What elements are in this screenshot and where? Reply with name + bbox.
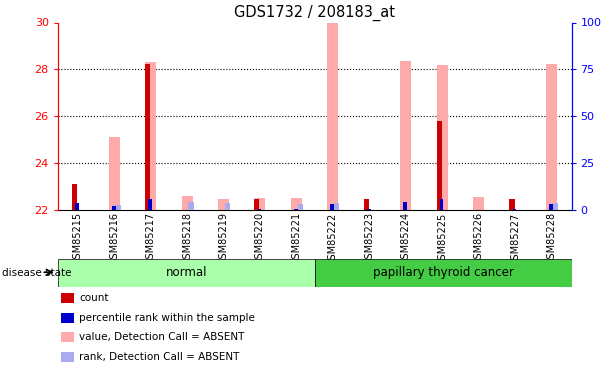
Bar [254, 200, 260, 210]
Bar [403, 202, 407, 210]
Bar [291, 198, 302, 210]
Bar [510, 200, 514, 210]
Bar [182, 196, 193, 210]
Bar [400, 61, 411, 210]
Bar [255, 198, 266, 210]
Bar [367, 209, 370, 210]
Bar [294, 209, 298, 210]
Bar [334, 203, 339, 210]
Text: GSM85224: GSM85224 [401, 212, 411, 266]
Bar [188, 202, 194, 210]
Bar [546, 63, 557, 210]
Bar [437, 121, 441, 210]
Bar [75, 203, 79, 210]
Bar [258, 209, 261, 210]
Bar [553, 203, 558, 210]
Bar [437, 64, 447, 210]
Bar [327, 22, 338, 210]
Text: GSM85227: GSM85227 [510, 212, 520, 266]
Title: GDS1732 / 208183_at: GDS1732 / 208183_at [234, 5, 395, 21]
Text: GSM85228: GSM85228 [547, 212, 556, 266]
Bar [148, 200, 152, 210]
Text: GSM85225: GSM85225 [437, 212, 447, 266]
Bar [364, 200, 369, 210]
Bar [315, 259, 572, 287]
Bar [440, 200, 443, 210]
Bar [297, 204, 303, 210]
Text: count: count [79, 293, 109, 303]
Bar [473, 197, 484, 210]
Text: normal: normal [165, 266, 207, 279]
Text: GSM85221: GSM85221 [291, 212, 302, 266]
Bar [549, 204, 553, 210]
Bar [218, 200, 229, 210]
Bar [513, 209, 516, 210]
Text: GSM85226: GSM85226 [474, 212, 483, 266]
Text: GSM85219: GSM85219 [218, 212, 229, 266]
Bar [331, 204, 334, 210]
Text: papillary thyroid cancer: papillary thyroid cancer [373, 266, 514, 279]
Bar [112, 207, 116, 210]
Text: percentile rank within the sample: percentile rank within the sample [79, 313, 255, 322]
Text: rank, Detection Call = ABSENT: rank, Detection Call = ABSENT [79, 352, 240, 362]
Text: GSM85223: GSM85223 [364, 212, 375, 266]
Bar [109, 137, 120, 210]
Bar [224, 203, 230, 210]
Text: GSM85222: GSM85222 [328, 212, 338, 266]
Text: GSM85215: GSM85215 [73, 212, 83, 266]
Bar [72, 184, 77, 210]
Text: GSM85220: GSM85220 [255, 212, 265, 266]
Text: GSM85218: GSM85218 [182, 212, 192, 266]
Bar [58, 259, 315, 287]
Bar [116, 206, 121, 210]
Text: disease state: disease state [2, 268, 71, 278]
Text: value, Detection Call = ABSENT: value, Detection Call = ABSENT [79, 332, 244, 342]
Bar [145, 63, 150, 210]
Text: GSM85216: GSM85216 [109, 212, 119, 266]
Text: GSM85217: GSM85217 [146, 212, 156, 266]
Bar [145, 62, 156, 210]
